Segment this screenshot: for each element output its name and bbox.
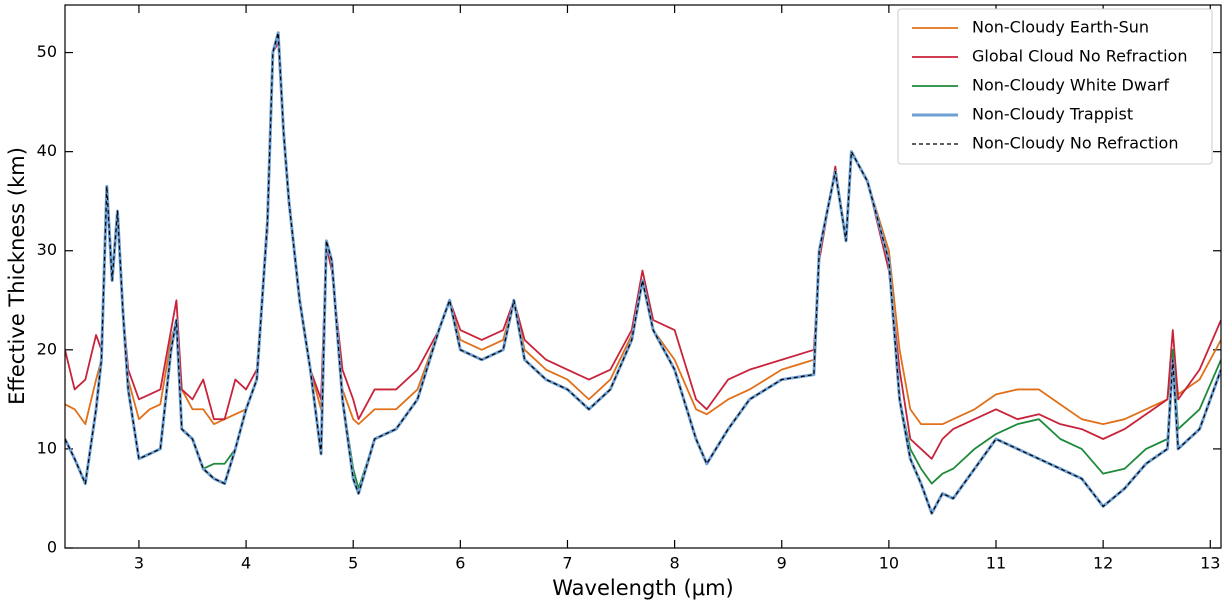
y-tick-label: 50	[37, 42, 57, 61]
legend-label: Non-Cloudy Trappist	[972, 105, 1133, 124]
x-tick-label: 10	[879, 554, 899, 573]
series-line	[65, 41, 1221, 460]
x-tick-label: 5	[348, 554, 358, 573]
legend-label: Global Cloud No Refraction	[972, 47, 1187, 66]
y-tick-label: 0	[47, 538, 57, 557]
legend-label: Non-Cloudy White Dwarf	[972, 76, 1169, 95]
y-tick-label: 40	[37, 141, 57, 160]
y-tick-label: 10	[37, 438, 57, 457]
legend-label: Non-Cloudy Earth-Sun	[972, 18, 1149, 37]
x-tick-label: 7	[562, 554, 572, 573]
x-tick-label: 3	[134, 554, 144, 573]
y-tick-label: 20	[37, 339, 57, 358]
x-axis-label: Wavelength (μm)	[552, 576, 733, 600]
x-tick-label: 4	[241, 554, 251, 573]
x-tick-label: 6	[455, 554, 465, 573]
x-tick-label: 11	[986, 554, 1006, 573]
legend-box	[897, 8, 1213, 165]
y-axis-label: Effective Thickness (km)	[5, 147, 29, 405]
x-tick-label: 8	[670, 554, 680, 573]
plot-frame	[64, 4, 1222, 549]
x-tick-label: 9	[777, 554, 787, 573]
series-line	[65, 32, 1221, 514]
x-tick-label: 13	[1200, 554, 1220, 573]
y-tick-label: 30	[37, 240, 57, 259]
x-tick-label: 12	[1093, 554, 1113, 573]
legend-label: Non-Cloudy No Refraction	[972, 134, 1178, 153]
